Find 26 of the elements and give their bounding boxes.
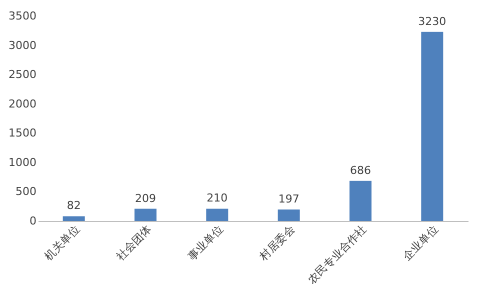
bar — [134, 208, 156, 221]
y-tick-label: 2500 — [8, 68, 36, 82]
x-tick-label: 机关单位 — [42, 222, 82, 264]
x-tick-label: 社会团体 — [114, 222, 154, 264]
y-tick-label: 500 — [16, 185, 36, 198]
bar — [278, 209, 300, 221]
y-tick-label: 1500 — [8, 126, 36, 140]
data-label: 3230 — [418, 14, 446, 28]
y-tick-label: 3000 — [8, 38, 36, 52]
bar — [206, 208, 228, 221]
bar — [350, 180, 372, 221]
y-tick-label: 0 — [30, 214, 36, 228]
data-label: 209 — [135, 192, 156, 205]
x-tick-label: 企业单位 — [400, 222, 441, 264]
y-tick-label: 1000 — [8, 156, 36, 169]
data-label: 82 — [66, 199, 81, 212]
y-tick-label: 2000 — [8, 97, 36, 110]
x-tick-label: 村居委会 — [256, 222, 298, 264]
x-tick-label: 事业单位 — [185, 222, 226, 264]
bar — [62, 216, 85, 221]
y-tick-label: 3500 — [8, 10, 36, 22]
data-label: 686 — [350, 164, 371, 177]
x-tick-label: 农民专业合作社 — [305, 222, 369, 286]
bar — [421, 32, 444, 221]
data-label: 210 — [206, 192, 228, 205]
data-label: 197 — [278, 192, 300, 206]
